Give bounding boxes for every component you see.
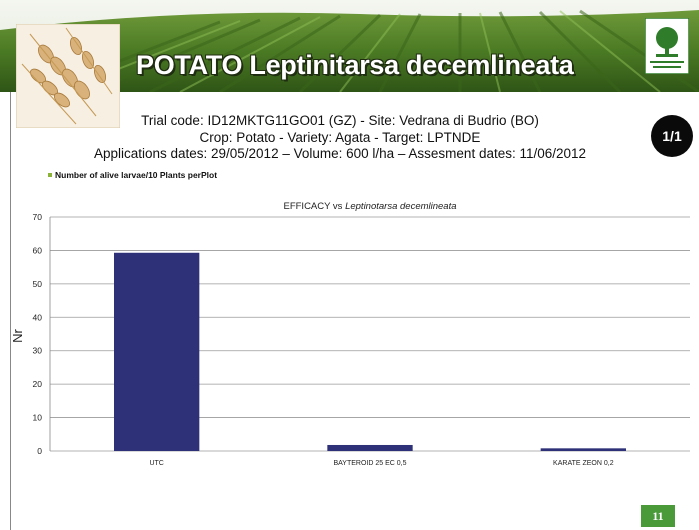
- x-tick-label: BAYTEROID 25 EC 0,5: [333, 460, 406, 467]
- company-logo: [645, 18, 689, 74]
- chart-title-species: Leptinotarsa decemlineata: [345, 201, 456, 212]
- y-tick-labels: 0 10 20 30 40 50 60 70: [33, 212, 43, 456]
- field-background-image: [0, 0, 699, 92]
- y-tick-label: 70: [33, 212, 43, 222]
- header-banner: POTATO Leptinitarsa decemlineata: [0, 0, 699, 92]
- trial-info-line: Crop: Potato - Variety: Agata - Target: …: [199, 129, 481, 145]
- page-number: 11: [641, 505, 675, 527]
- chart-title: EFFICACY vs Leptinotarsa decemlineata: [283, 201, 456, 212]
- page-title: POTATO Leptinitarsa decemlineata: [136, 50, 574, 80]
- trial-info-line: Applications dates: 29/05/2012 – Volume:…: [93, 146, 587, 161]
- trial-info: Trial code: ID12MKTG11GO01 (GZ) - Site: …: [60, 113, 620, 163]
- y-tick-label: 30: [33, 346, 43, 356]
- y-axis-label: Nr: [10, 328, 25, 342]
- x-tick-labels: UTC BAYTEROID 25 EC 0,5 KARATE ZEON 0,2: [149, 460, 613, 467]
- y-tick-label: 10: [33, 413, 43, 423]
- legend-swatch: [48, 173, 52, 177]
- left-border-line: [10, 92, 11, 530]
- bar: [114, 252, 200, 451]
- y-tick-label: 60: [33, 245, 43, 255]
- y-tick-label: 50: [33, 279, 43, 289]
- bars: [114, 252, 626, 451]
- chart-legend: Number of alive larvae/10 Plants perPlot: [48, 170, 217, 180]
- trial-info-line: Trial code: ID12MKTG11GO01 (GZ) - Site: …: [141, 113, 539, 128]
- page-badge: 1/1: [651, 115, 693, 157]
- y-tick-label: 0: [37, 446, 42, 456]
- y-tick-label: 20: [33, 379, 43, 389]
- wheat-photo: [16, 24, 120, 128]
- chart-title-prefix: EFFICACY vs: [283, 201, 345, 212]
- y-tick-label: 40: [33, 312, 43, 322]
- bar: [540, 448, 626, 451]
- bar-chart: EFFICACY vs Leptinotarsa decemlineata Nr…: [10, 201, 690, 467]
- x-tick-label: UTC: [149, 460, 163, 467]
- bar: [327, 444, 413, 451]
- x-tick-label: KARATE ZEON 0,2: [553, 460, 614, 467]
- legend-label: Number of alive larvae/10 Plants perPlot: [55, 170, 218, 180]
